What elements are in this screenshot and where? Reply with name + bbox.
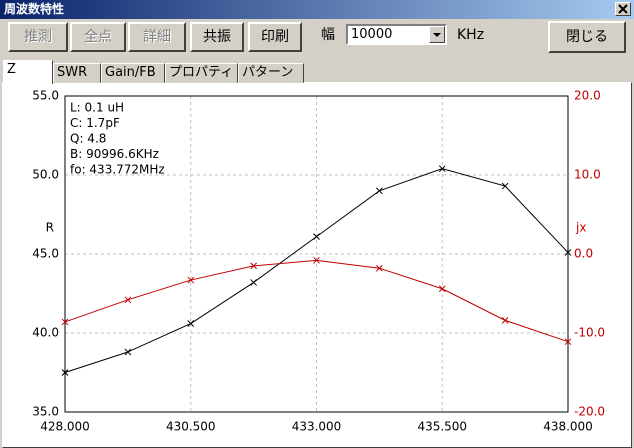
y-tick-label: 55.0 <box>32 89 59 103</box>
button[interactable]: 印刷 <box>248 22 302 52</box>
combo-arrow[interactable] <box>429 26 445 43</box>
tab[interactable]: Z <box>3 60 53 84</box>
x-tick-label: 435.500 <box>417 420 467 434</box>
tab[interactable]: パターン <box>238 63 304 83</box>
button[interactable]: 推測 <box>8 22 68 52</box>
point-marker <box>187 276 195 284</box>
point-marker <box>438 165 446 173</box>
point-marker <box>61 318 69 326</box>
y-tick-label: 40.0 <box>32 326 59 340</box>
y-tick-label: 35.0 <box>32 405 59 419</box>
y2-tick-label: 20.0 <box>574 89 601 103</box>
point-marker <box>501 317 509 324</box>
button[interactable]: 詳細 <box>128 22 186 52</box>
y2-tick-label: 10.0 <box>574 168 601 182</box>
button[interactable]: 全点 <box>70 22 126 52</box>
plot-frame <box>64 95 569 413</box>
x-tick-label: 430.500 <box>166 420 216 434</box>
x-tick-label: 428.000 <box>40 420 90 434</box>
window-title: 周波数特性 <box>0 0 634 19</box>
point-marker <box>61 369 69 376</box>
point-marker <box>376 264 383 272</box>
point-marker <box>564 338 572 346</box>
x-tick-label: 438.000 <box>543 420 593 434</box>
annotation: C: 1.7pF <box>70 116 120 130</box>
combo-value: 10000 <box>351 27 393 42</box>
y-axis-label: R <box>46 221 54 235</box>
point-marker <box>564 249 572 256</box>
x-tick-label: 433.000 <box>292 420 342 434</box>
point-marker <box>313 256 320 264</box>
width-label: 幅 <box>321 27 335 43</box>
tab[interactable]: プロパティ <box>165 63 238 83</box>
point-marker <box>124 296 132 304</box>
y2-axis-label: jx <box>575 221 586 235</box>
annotation: Q: 4.8 <box>70 132 106 146</box>
annotation: fo: 433.772MHz <box>70 163 165 177</box>
button[interactable]: 共振 <box>190 22 244 52</box>
y-tick-label: 50.0 <box>32 168 59 182</box>
point-marker <box>313 233 320 240</box>
arrow-glyph <box>433 33 441 37</box>
annotation: L: 0.1 uH <box>70 101 124 115</box>
point-marker <box>187 320 195 327</box>
close-glyph <box>618 4 628 14</box>
chart: 35.0 40.0 45.0 50.0 55.0 -20.0 -10.0 0.0 10.0 20.… <box>32 89 605 434</box>
point-marker <box>250 279 257 286</box>
width-combo[interactable]: 10000 <box>346 24 447 45</box>
close-icon[interactable] <box>615 2 631 16</box>
point-marker <box>124 348 132 356</box>
annotation: B: 90996.6KHz <box>70 147 159 161</box>
point-marker <box>376 187 383 195</box>
point-marker <box>250 262 257 270</box>
y2-tick-label: -20.0 <box>574 405 605 419</box>
close-button[interactable]: 閉じる <box>548 21 626 53</box>
y2-tick-label: -10.0 <box>574 326 605 340</box>
y-tick-label: 45.0 <box>32 247 59 261</box>
point-marker <box>438 285 446 293</box>
tab[interactable]: SWR <box>53 63 101 83</box>
tab[interactable]: Gain/FB <box>101 63 165 83</box>
y2-tick-label: 0.0 <box>574 247 593 261</box>
point-marker <box>501 182 509 190</box>
unit-label: KHz <box>457 27 485 43</box>
